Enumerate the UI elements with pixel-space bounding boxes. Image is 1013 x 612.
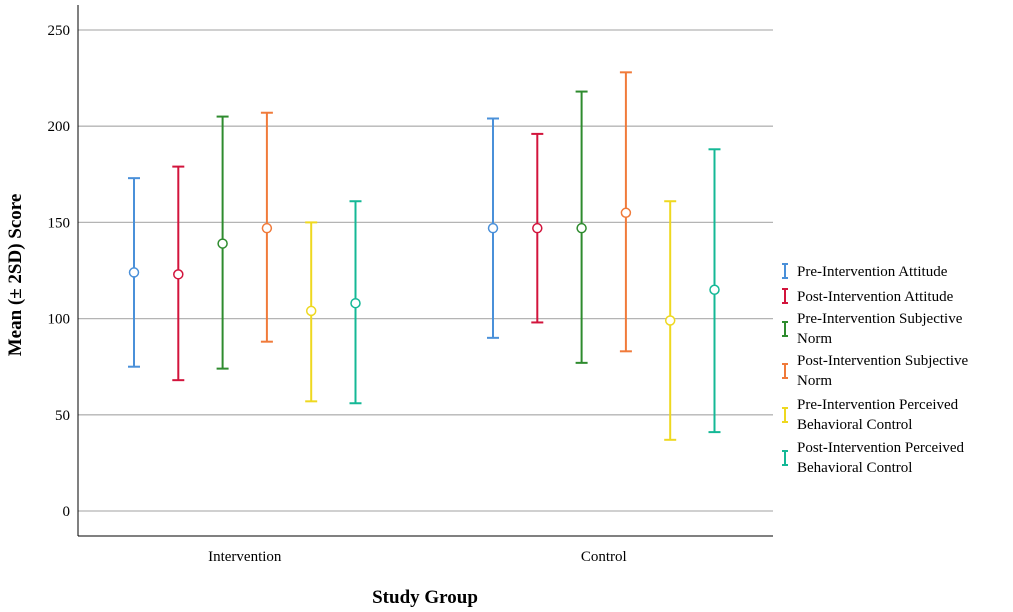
x-tick-label: Control (581, 549, 627, 565)
legend-label: Behavioral Control (797, 417, 912, 433)
legend-label: Post-Intervention Subjective (797, 353, 969, 369)
legend-label: Behavioral Control (797, 460, 912, 476)
mean-marker (532, 222, 543, 234)
x-axis-title: Study Group (372, 587, 478, 608)
legend-label: Post-Intervention Attitude (797, 289, 954, 305)
legend-item: Post-Intervention Subjective Norm (782, 353, 969, 389)
mean-marker (664, 315, 676, 326)
mean-marker (350, 297, 361, 309)
legend-label: Pre-Intervention Attitude (797, 264, 948, 280)
y-tick-labels: 0 50 100 150 200 250 (48, 23, 71, 520)
mean-marker (305, 305, 317, 317)
mean-marker (173, 269, 184, 280)
legend-item: Pre-Intervention Subjective Norm (782, 311, 963, 347)
series-3 (216, 90, 588, 370)
legend-item: Post-Intervention Attitude (782, 288, 954, 305)
legend-label: Post-Intervention Perceived (797, 440, 965, 456)
legend-item: Pre-Intervention Perceived Behavioral Con… (782, 397, 959, 433)
y-tick-label: 150 (48, 215, 71, 231)
series-2 (172, 132, 544, 382)
legend-label: Pre-Intervention Subjective (797, 311, 963, 327)
y-tick-label: 50 (55, 408, 70, 424)
legend-item: Pre-Intervention Attitude (782, 263, 948, 280)
mean-marker (620, 207, 632, 219)
series-1 (128, 117, 499, 368)
x-tick-label: Intervention (208, 549, 282, 565)
axes (77, 5, 773, 537)
legend-label: Pre-Intervention Perceived (797, 397, 959, 413)
mean-marker (709, 284, 720, 295)
gridlines (78, 29, 773, 512)
legend-label: Norm (797, 373, 832, 389)
error-bar-series (128, 71, 721, 441)
series-4 (260, 71, 632, 353)
legend-item: Post-Intervention Perceived Behavioral Co… (782, 440, 965, 476)
y-tick-label: 200 (48, 119, 71, 135)
y-tick-label: 0 (63, 504, 71, 520)
x-tick-labels: Intervention Control (208, 549, 627, 565)
series-6 (349, 148, 721, 434)
y-tick-label: 250 (48, 23, 71, 39)
mean-marker (487, 222, 499, 234)
legend: Pre-Intervention Attitude Post-Interventi… (782, 263, 969, 476)
mean-marker (128, 267, 140, 278)
series-5 (305, 200, 677, 441)
mean-marker (261, 222, 273, 234)
mean-marker (217, 238, 228, 249)
y-axis-title: Mean (± 2SD) Score (5, 194, 26, 357)
mean-marker (576, 222, 587, 234)
legend-label: Norm (797, 331, 832, 347)
y-tick-label: 100 (48, 312, 71, 328)
